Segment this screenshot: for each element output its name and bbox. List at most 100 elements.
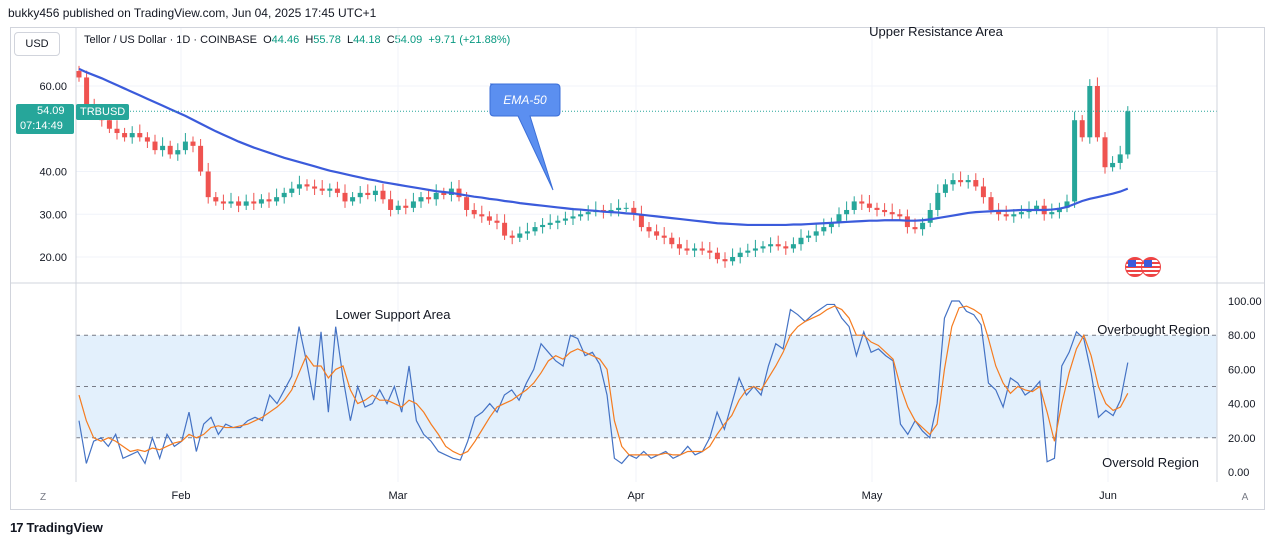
close-value: 54.09 — [394, 34, 423, 46]
lower-support-label: Lower Support Area — [336, 307, 452, 322]
time-tick-label: Apr — [627, 490, 644, 502]
auto-scale-button[interactable]: A — [1241, 492, 1249, 503]
candle — [129, 133, 135, 138]
candle — [289, 188, 295, 193]
candle — [654, 231, 660, 236]
candle — [365, 192, 371, 196]
price-tick-label: 40.00 — [39, 167, 67, 179]
candle — [1110, 162, 1116, 168]
candle — [798, 237, 804, 245]
candle — [988, 197, 994, 210]
candle — [882, 209, 888, 213]
candle — [243, 201, 249, 206]
candle — [1087, 86, 1093, 138]
us-flag-icon[interactable] — [1141, 257, 1161, 277]
brand-name: TradingView — [26, 520, 103, 535]
candle — [175, 150, 181, 155]
candle — [327, 188, 333, 191]
chart-frame — [10, 27, 1265, 510]
candle — [844, 209, 850, 215]
candle — [213, 197, 219, 202]
candle — [874, 207, 880, 210]
publisher-line: bukky456 published on TradingView.com, J… — [8, 6, 377, 20]
candle — [692, 248, 698, 251]
candle — [790, 244, 796, 249]
candle — [768, 244, 774, 247]
candle — [1018, 212, 1024, 215]
candle — [806, 235, 812, 238]
osc-tick-label: 80.00 — [1228, 330, 1256, 342]
symbol-tag: TRBUSD — [76, 104, 130, 120]
osc-tick-label: 100.00 — [1228, 296, 1262, 308]
candle — [859, 201, 865, 204]
candle — [851, 201, 857, 210]
candle — [220, 201, 226, 204]
candle — [661, 235, 667, 238]
candle — [84, 77, 90, 108]
candle — [433, 192, 439, 200]
candle — [813, 231, 819, 236]
tv-mark-icon: 17 — [10, 520, 24, 535]
candle — [1056, 207, 1062, 213]
candle — [479, 214, 485, 217]
stoch-k-line — [78, 300, 1129, 465]
candle — [228, 201, 234, 204]
candle — [418, 197, 424, 202]
osc-tick-label: 40.00 — [1228, 399, 1256, 411]
candle — [1094, 86, 1100, 138]
candle — [942, 184, 948, 193]
candle — [973, 180, 979, 187]
candle — [1125, 111, 1131, 155]
event-flags[interactable] — [1125, 257, 1161, 282]
currency-button[interactable]: USD — [14, 32, 60, 56]
candle — [965, 180, 971, 183]
osc-tick-label: 60.00 — [1228, 364, 1256, 376]
candle — [471, 209, 477, 215]
candle — [980, 186, 986, 198]
last-price: 54.09 — [37, 105, 65, 117]
symbol-text: Tellor / US Dollar · 1D · COINBASE — [84, 34, 257, 46]
candle — [464, 197, 470, 210]
ema-callout — [489, 83, 561, 191]
candle — [304, 184, 310, 187]
candle — [456, 188, 462, 198]
symbol-legend: Tellor / US Dollar · 1D · COINBASE O44.4… — [84, 34, 510, 46]
candle — [137, 133, 143, 138]
candle — [160, 145, 166, 151]
candle — [783, 246, 789, 249]
candle — [737, 252, 743, 257]
high-value: 55.78 — [313, 34, 341, 46]
candle — [1049, 212, 1055, 215]
candle — [866, 203, 872, 208]
price-tick-label: 30.00 — [39, 209, 67, 221]
candle — [486, 216, 492, 221]
candle — [1034, 205, 1040, 210]
price-tick-label: 20.00 — [39, 252, 67, 264]
candle — [585, 212, 591, 215]
candle — [274, 197, 280, 202]
candle — [631, 207, 637, 215]
high-label: H — [305, 34, 314, 46]
candle — [350, 197, 356, 202]
candle — [502, 222, 508, 236]
candle — [836, 214, 842, 223]
candle — [494, 220, 500, 223]
candle — [616, 207, 622, 210]
candle — [684, 248, 690, 251]
time-tick-label: Feb — [172, 490, 191, 502]
osc-tick-label: 0.00 — [1228, 467, 1249, 479]
candle — [388, 199, 394, 210]
zoom-button[interactable]: Z — [39, 492, 47, 503]
candle — [699, 248, 705, 251]
candle — [745, 250, 751, 253]
candle — [676, 244, 682, 249]
candle — [426, 197, 432, 200]
upper-resistance-label: Upper Resistance Area — [869, 24, 1003, 39]
candle — [76, 71, 82, 78]
candle — [927, 209, 933, 223]
osc-tick-label: 20.00 — [1228, 433, 1256, 445]
candle — [296, 184, 302, 189]
candle — [889, 212, 895, 215]
candle — [319, 188, 325, 191]
